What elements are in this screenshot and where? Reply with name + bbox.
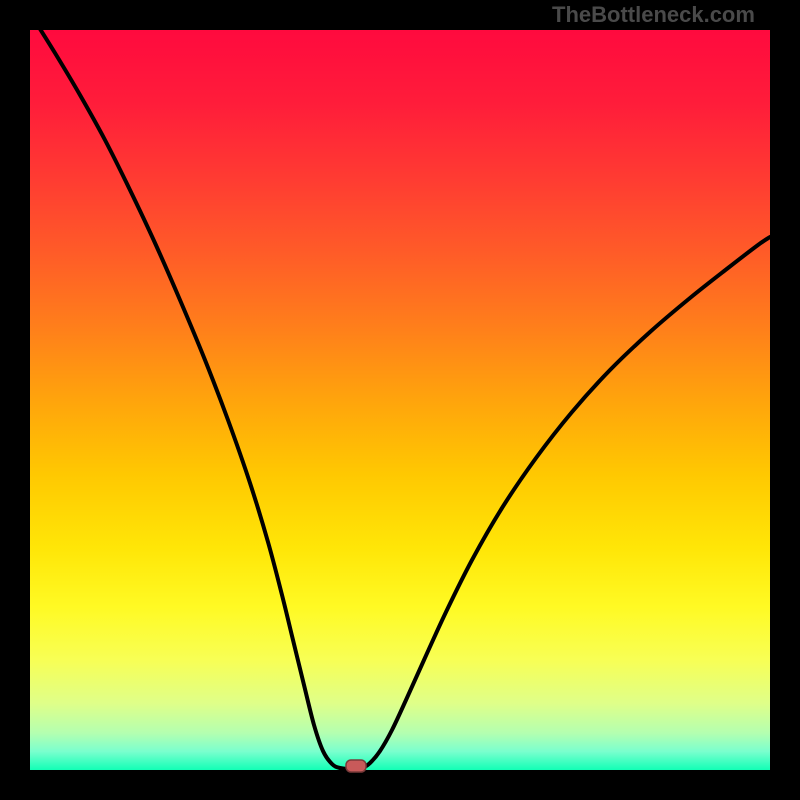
minimum-marker [346,760,366,772]
chart-svg [0,0,800,800]
bottleneck-curve [30,13,770,769]
chart-canvas: TheBottleneck.com [0,0,800,800]
watermark-text: TheBottleneck.com [552,2,755,28]
